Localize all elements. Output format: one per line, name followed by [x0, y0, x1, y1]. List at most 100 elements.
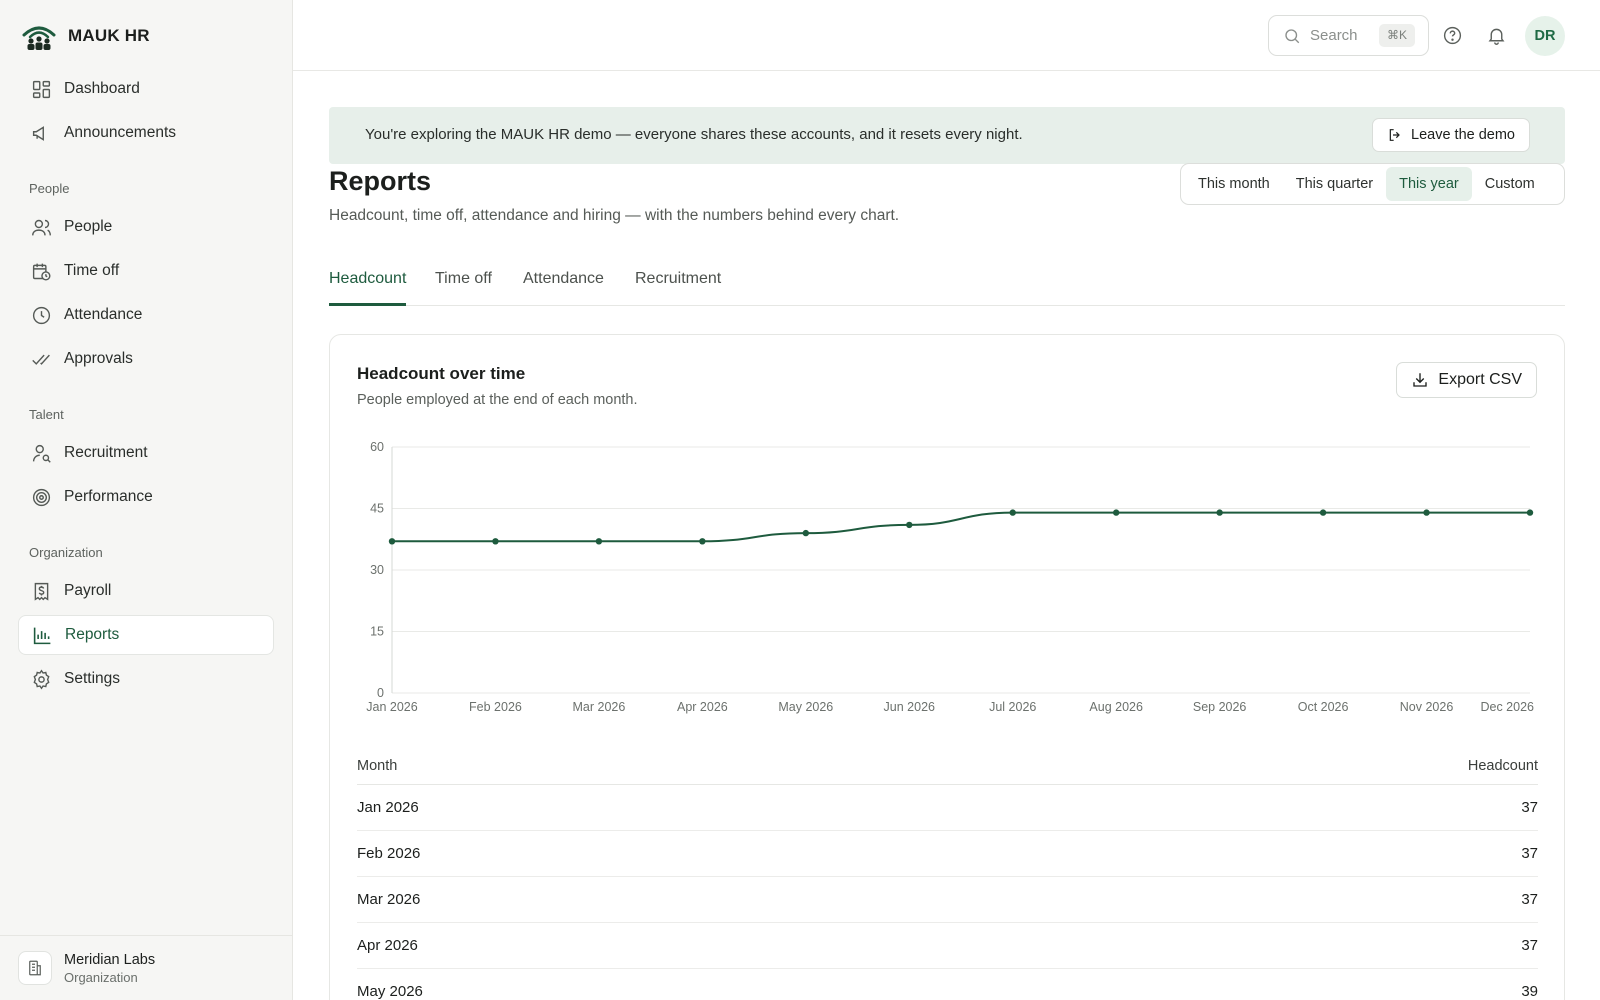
- demo-banner-text: You're exploring the MAUK HR demo — ever…: [365, 126, 1023, 143]
- nav-section-title: Talent: [29, 407, 64, 422]
- x-tick-label: Aug 2026: [1089, 700, 1143, 714]
- cell-month: Apr 2026: [357, 937, 418, 954]
- sidebar-item-label: Attendance: [64, 306, 143, 323]
- x-tick-label: Oct 2026: [1298, 700, 1349, 714]
- receipt-dollar-icon: [30, 580, 52, 602]
- card-title: Headcount over time: [357, 364, 526, 383]
- search-shortcut: ⌘K: [1378, 24, 1415, 47]
- megaphone-icon: [30, 122, 52, 144]
- sidebar-item-settings[interactable]: Settings: [18, 659, 274, 699]
- period-this-quarter[interactable]: This quarter: [1295, 176, 1374, 192]
- table-row: Apr 2026 37: [357, 923, 1538, 969]
- card-subtitle: People employed at the end of each month…: [357, 392, 638, 408]
- search-icon: [1285, 28, 1300, 43]
- cell-month: Jan 2026: [357, 799, 419, 816]
- tab-recruitment[interactable]: Recruitment: [635, 270, 722, 287]
- cell-headcount: 37: [1521, 937, 1538, 954]
- logo-icon: [22, 26, 56, 50]
- nav-section-title: People: [29, 181, 70, 196]
- calendar-clock-icon: [30, 260, 52, 282]
- clock-icon: [30, 304, 52, 326]
- column-header-headcount: Headcount: [1467, 757, 1538, 774]
- cell-month: Mar 2026: [357, 891, 421, 908]
- sidebar-item-time-off[interactable]: Time off: [18, 251, 274, 291]
- avatar[interactable]: DR: [1525, 16, 1565, 56]
- data-point: [388, 538, 396, 545]
- x-tick-label: Sep 2026: [1193, 700, 1247, 714]
- data-point: [1526, 509, 1534, 516]
- tab-attendance[interactable]: Attendance: [523, 270, 604, 287]
- data-point: [699, 538, 706, 545]
- headcount-line-chart: 0 15 30 45 60 Jan 2026 Feb 2026 Mar 2026 Apr 202…: [366, 440, 1534, 714]
- sidebar-item-approvals[interactable]: Approvals: [18, 339, 274, 379]
- sidebar-item-label: Approvals: [64, 350, 133, 367]
- data-point: [492, 538, 499, 545]
- leave-demo-button[interactable]: Leave the demo: [1372, 118, 1530, 152]
- org-switcher[interactable]: Meridian Labs Organization: [0, 935, 292, 1000]
- dashboard-icon: [30, 78, 52, 100]
- table-row: Mar 2026 37: [357, 877, 1538, 923]
- x-tick-label: Jan 2026: [366, 700, 417, 714]
- demo-banner: You're exploring the MAUK HR demo — ever…: [329, 107, 1565, 164]
- tab-headcount[interactable]: Headcount: [329, 270, 407, 306]
- y-tick-label: 15: [370, 625, 384, 639]
- logout-icon: [1389, 129, 1400, 141]
- sidebar-item-payroll[interactable]: Payroll: [18, 571, 274, 611]
- double-check-icon: [30, 348, 52, 370]
- sidebar-item-announcements[interactable]: Announcements: [18, 113, 274, 153]
- period-custom[interactable]: Custom: [1484, 176, 1535, 192]
- topbar: Search ⌘K DR: [293, 0, 1600, 71]
- cell-headcount: 37: [1521, 891, 1538, 908]
- cell-headcount: 37: [1521, 845, 1538, 862]
- x-tick-label: Dec 2026: [1480, 700, 1534, 714]
- export-csv-button[interactable]: Export CSV: [1396, 362, 1537, 398]
- sidebar-item-label: Settings: [64, 670, 121, 687]
- users-icon: [30, 216, 52, 238]
- user-search-icon: [30, 442, 52, 464]
- period-selector: This month This quarter This year Custom: [1180, 163, 1565, 205]
- headcount-table: Month Headcount Jan 2026 37 Feb 2026 37 …: [357, 747, 1538, 1000]
- x-tick-label: May 2026: [778, 700, 833, 714]
- headcount-card: Headcount over time People employed at t…: [329, 334, 1565, 1000]
- notifications-button[interactable]: [1484, 23, 1508, 47]
- bar-chart-icon: [31, 624, 53, 646]
- cell-month: May 2026: [357, 983, 423, 1000]
- sidebar-item-people[interactable]: People: [18, 207, 274, 247]
- sidebar-item-label: Announcements: [64, 124, 177, 141]
- period-this-month[interactable]: This month: [1198, 176, 1270, 192]
- bell-icon: [1488, 28, 1504, 45]
- target-icon: [30, 486, 52, 508]
- tab-time-off[interactable]: Time off: [435, 270, 492, 287]
- org-subtitle: Organization: [64, 969, 138, 985]
- sidebar-item-reports[interactable]: Reports: [18, 615, 274, 655]
- period-this-year[interactable]: This year: [1386, 167, 1472, 201]
- x-tick-label: Jul 2026: [989, 700, 1036, 714]
- data-point: [1423, 509, 1430, 516]
- sidebar-item-performance[interactable]: Performance: [18, 477, 274, 517]
- x-tick-label: Mar 2026: [573, 700, 626, 714]
- x-tick-label: Apr 2026: [677, 700, 728, 714]
- sidebar-item-attendance[interactable]: Attendance: [18, 295, 274, 335]
- brand-name: MAUK HR: [68, 26, 150, 45]
- table-header: Month Headcount: [357, 747, 1538, 785]
- y-tick-label: 0: [377, 686, 384, 700]
- page-subtitle: Headcount, time off, attendance and hiri…: [329, 207, 900, 224]
- org-name: Meridian Labs: [64, 951, 156, 968]
- sidebar-item-label: Payroll: [64, 582, 112, 599]
- help-button[interactable]: [1440, 23, 1464, 47]
- sidebar-item-recruitment[interactable]: Recruitment: [18, 433, 274, 473]
- data-point: [1009, 509, 1016, 516]
- data-point: [595, 538, 603, 545]
- nav-section-title: Organization: [29, 545, 103, 560]
- cell-headcount: 37: [1521, 799, 1538, 816]
- table-row: May 2026 39: [357, 969, 1538, 1000]
- page-title: Reports: [329, 166, 432, 196]
- data-point: [906, 521, 913, 529]
- brand[interactable]: MAUK HR: [22, 20, 150, 52]
- export-csv-label: Export CSV: [1438, 371, 1522, 388]
- sidebar-item-label: Time off: [64, 262, 120, 279]
- sidebar-item-label: Reports: [65, 626, 120, 643]
- sidebar-item-dashboard[interactable]: Dashboard: [18, 69, 274, 109]
- download-icon: [1413, 373, 1428, 387]
- search-input[interactable]: Search ⌘K: [1268, 15, 1429, 56]
